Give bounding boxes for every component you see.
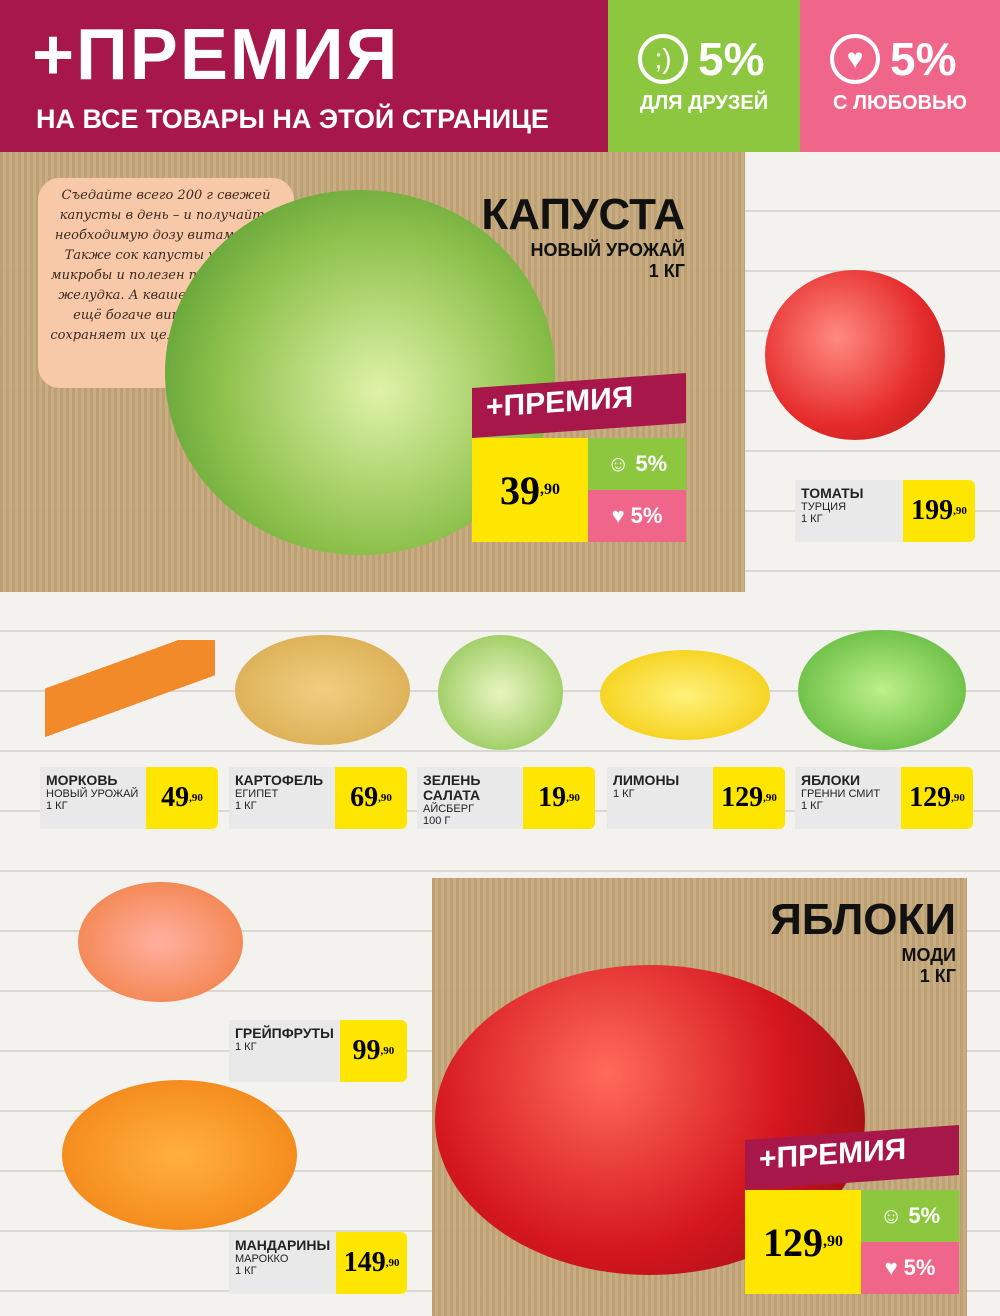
product-tag-green-apples: ЯБЛОКИ ГРЕННИ СМИТ 1 КГ 129,90 xyxy=(795,767,973,829)
product-tag-lettuce: ЗЕЛЕНЬ САЛАТА АЙСБЕРГ 100 Г 19,90 xyxy=(417,767,595,829)
lettuce-image xyxy=(438,635,563,750)
grapefruit-image xyxy=(78,882,243,1002)
potatoes-image xyxy=(235,635,410,745)
lemons-image xyxy=(600,650,770,740)
heart-eyes-smiley-icon: ♥ xyxy=(611,503,625,528)
header-title: +ПРЕМИЯ xyxy=(32,15,400,95)
heart-eyes-smiley-icon: ♥ xyxy=(884,1255,898,1280)
love-percent: 5% xyxy=(890,33,957,85)
love-label: С ЛЮБОВЬЮ xyxy=(832,92,968,114)
product-unit: 1 КГ xyxy=(648,261,685,281)
green-apples-image xyxy=(798,630,966,750)
friends-label: ДЛЯ ДРУЗЕЙ xyxy=(639,92,769,114)
tangerines-image xyxy=(62,1080,297,1230)
love-discount: ♥ 5% xyxy=(861,1242,959,1294)
product-tag-tangerines: МАНДАРИНЫ МАРОККО 1 КГ 149,90 xyxy=(229,1232,407,1294)
featured-cabbage: КАПУСТА НОВЫЙ УРОЖАЙ 1 КГ xyxy=(440,190,685,282)
carrots-image xyxy=(45,640,215,740)
product-name: КАПУСТА xyxy=(481,190,685,239)
product-tag-carrot: МОРКОВЬ НОВЫЙ УРОЖАЙ 1 КГ 49,90 xyxy=(40,767,218,829)
product-sub: НОВЫЙ УРОЖАЙ xyxy=(530,240,686,260)
product-name: ЯБЛОКИ xyxy=(770,895,956,944)
cabbage-premium-price: +ПРЕМИЯ 39,90 ☺ 5% ♥ 5% xyxy=(472,373,686,542)
friends-discount: ☺ 5% xyxy=(588,438,686,490)
product-tag-tomatoes: ТОМАТЫ ТУРЦИЯ 1 КГ 199,90 xyxy=(795,480,975,542)
wink-smiley-icon: ;) xyxy=(638,34,688,84)
friends-discount: ☺ 5% xyxy=(861,1190,959,1242)
friends-discount: ;) 5% ДЛЯ ДРУЗЕЙ xyxy=(608,0,800,152)
heart-eyes-smiley-icon: ♥ xyxy=(830,34,880,84)
product-tag-lemons: ЛИМОНЫ 1 КГ 129,90 xyxy=(607,767,785,829)
love-discount: ♥ 5% С ЛЮБОВЬЮ xyxy=(800,0,1000,152)
price: 129,90 xyxy=(745,1190,861,1294)
product-tag-grapefruit: ГРЕЙПФРУТЫ 1 КГ 99,90 xyxy=(229,1020,407,1082)
wink-smiley-icon: ☺ xyxy=(606,451,630,476)
wink-smiley-icon: ☺ xyxy=(879,1203,903,1228)
product-tag-potato: КАРТОФЕЛЬ ЕГИПЕТ 1 КГ 69,90 xyxy=(229,767,407,829)
header-banner: +ПРЕМИЯ НА ВСЕ ТОВАРЫ НА ЭТОЙ СТРАНИЦЕ xyxy=(0,0,608,152)
product-sub: МОДИ xyxy=(901,945,956,965)
header-subtitle: НА ВСЕ ТОВАРЫ НА ЭТОЙ СТРАНИЦЕ xyxy=(36,104,549,134)
product-unit: 1 КГ xyxy=(919,966,956,986)
price: 39,90 xyxy=(472,438,588,542)
love-discount: ♥ 5% xyxy=(588,490,686,542)
apples-premium-price: +ПРЕМИЯ 129,90 ☺ 5% ♥ 5% xyxy=(745,1125,959,1294)
tomatoes-image xyxy=(765,270,945,440)
featured-apples: ЯБЛОКИ МОДИ 1 КГ xyxy=(700,895,956,987)
friends-percent: 5% xyxy=(698,33,765,85)
